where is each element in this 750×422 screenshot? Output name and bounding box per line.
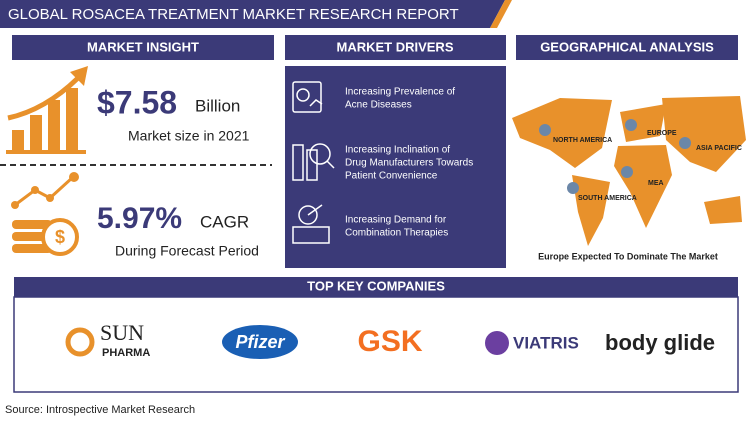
company: body glide bbox=[605, 330, 715, 355]
growth-icon bbox=[6, 66, 88, 154]
section-header bbox=[285, 35, 506, 60]
sun-logo bbox=[65, 327, 95, 357]
driver-text: Combination Therapies bbox=[345, 228, 448, 239]
section-heading: TOP KEY COMPANIES bbox=[307, 278, 445, 293]
section-heading: MARKET INSIGHT bbox=[87, 39, 199, 54]
region-label: NORTH AMERICA bbox=[553, 137, 612, 144]
map-caption: Europe Expected To Dominate The Market bbox=[538, 251, 718, 261]
drivers-panel bbox=[285, 66, 506, 268]
driver-text: Increasing Prevalence of bbox=[345, 87, 455, 98]
section-heading: GEOGRAPHICAL ANALYSIS bbox=[540, 39, 714, 54]
world-map bbox=[512, 96, 746, 246]
section-header bbox=[14, 277, 738, 297]
market-unit: Billion bbox=[195, 96, 240, 115]
coins-icon: $ bbox=[11, 172, 79, 256]
region-label: MEA bbox=[648, 180, 664, 187]
market-value: $7.58 bbox=[97, 84, 177, 120]
driver-icons bbox=[292, 81, 335, 244]
driver-text: Increasing Demand for bbox=[345, 215, 447, 226]
companies-panel bbox=[13, 296, 739, 393]
company: SUN bbox=[100, 320, 144, 345]
cagr-value: 5.97% bbox=[97, 202, 182, 235]
title: GLOBAL ROSACEA TREATMENT MARKET RESEARCH… bbox=[8, 6, 459, 23]
company: VIATRIS bbox=[513, 333, 579, 352]
cagr-caption: During Forecast Period bbox=[115, 243, 259, 259]
region-label: SOUTH AMERICA bbox=[578, 195, 637, 202]
map-pins bbox=[539, 119, 691, 194]
driver-text: Increasing Inclination of bbox=[345, 145, 450, 156]
title-bar bbox=[0, 0, 505, 28]
section-header bbox=[516, 35, 738, 60]
market-caption: Market size in 2021 bbox=[128, 128, 250, 144]
region-label: EUROPE bbox=[647, 130, 677, 137]
pfizer-logo bbox=[222, 325, 298, 359]
title-accent bbox=[490, 0, 512, 28]
section-header bbox=[12, 35, 274, 60]
company: GSK bbox=[357, 325, 422, 358]
driver-text: Drug Manufacturers Towards bbox=[345, 158, 473, 169]
source: Source: Introspective Market Research bbox=[5, 404, 195, 416]
company: PHARMA bbox=[102, 347, 150, 359]
region-label: ASIA PACIFIC bbox=[696, 145, 742, 152]
viatris-logo bbox=[485, 331, 509, 355]
driver-text: Patient Convenience bbox=[345, 171, 438, 182]
section-heading: MARKET DRIVERS bbox=[336, 39, 453, 54]
company: Pfizer bbox=[235, 332, 285, 352]
driver-text: Acne Diseases bbox=[345, 100, 412, 111]
svg-text:$: $ bbox=[55, 227, 65, 247]
cagr-label: CAGR bbox=[200, 212, 249, 231]
